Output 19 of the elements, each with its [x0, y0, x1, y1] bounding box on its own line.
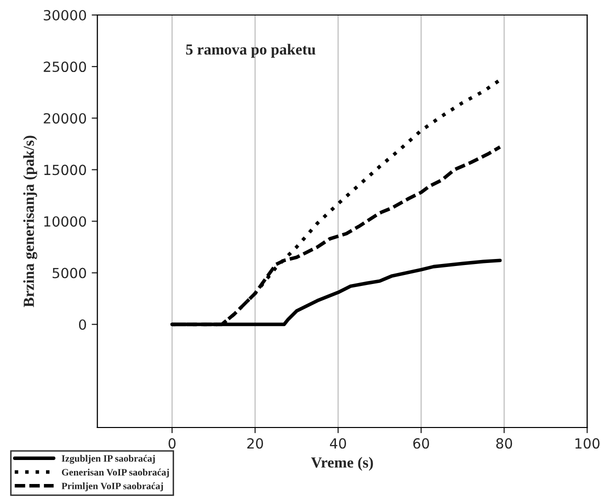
- x-tick-label: 20: [247, 438, 264, 449]
- x-tick-label: 0: [168, 438, 176, 449]
- y-tick-label: 30000: [44, 10, 86, 20]
- x-tick-label: 40: [330, 438, 346, 449]
- x-tick-label: 80: [496, 438, 512, 449]
- y-tick-label: 15000: [44, 164, 86, 176]
- y-tick-label: 5000: [52, 268, 86, 278]
- x-tick-label: 60: [413, 438, 430, 449]
- text: 5 ramova po paketu: [186, 44, 316, 58]
- x-axis-title: Vreme (s): [311, 456, 373, 471]
- legend-label: Primljen VoIP saobraćaj: [62, 482, 163, 492]
- y-tick-label: 10000: [44, 216, 86, 227]
- y-tick-label: 0: [79, 319, 86, 330]
- y-tick-label: 20000: [44, 113, 86, 124]
- legend-label: Generisan VoIP saobraćaj: [62, 468, 169, 478]
- x-tick-label: 100: [575, 438, 600, 449]
- y-tick-label: 25000: [44, 62, 86, 72]
- legend-label: Izgubljen IP saobraćaj: [62, 454, 155, 464]
- y-axis-title: Brzina generisanja (pak/s): [23, 136, 38, 308]
